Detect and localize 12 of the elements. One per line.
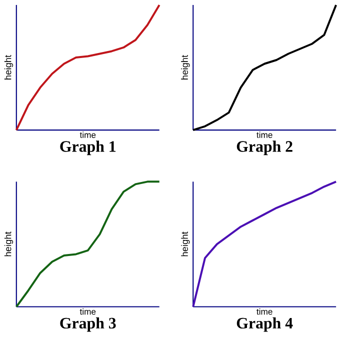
x-axis-title: time xyxy=(80,132,96,138)
y-axis-title: height xyxy=(181,232,190,256)
x-axis-title: time xyxy=(256,132,272,138)
text: Graph 4 xyxy=(236,318,293,332)
text: Graph 1 xyxy=(60,140,116,156)
y-axis-title: height xyxy=(181,55,190,80)
x-axis-title: time xyxy=(256,308,272,315)
text: Graph 3 xyxy=(60,318,116,332)
y-axis-title: height xyxy=(4,232,14,256)
x-axis-title: time xyxy=(80,308,96,315)
y-axis-title: height xyxy=(4,55,14,80)
text: Graph 2 xyxy=(236,140,292,156)
